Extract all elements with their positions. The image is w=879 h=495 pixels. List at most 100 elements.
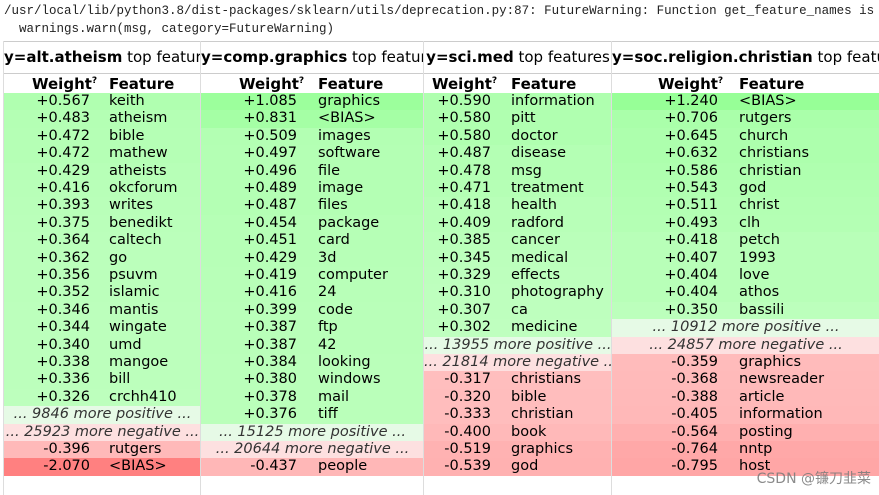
weight-row: +0.352 islamic: [4, 284, 201, 302]
feature-name: christ: [739, 197, 780, 214]
weight-row: -0.368 newsreader: [612, 371, 879, 389]
feature-name: atheism: [109, 110, 168, 127]
feature-name: ca: [511, 301, 528, 318]
feature-name: card: [318, 232, 350, 249]
weight-row: +0.509 images: [201, 127, 424, 146]
feature-name: file: [318, 162, 341, 179]
weight-row: -0.359 graphics: [612, 354, 879, 372]
feature-name: tiff: [318, 406, 338, 423]
feature-name: software: [318, 145, 381, 162]
weight-value: +0.831: [243, 110, 297, 127]
feature-name: atheists: [109, 162, 167, 179]
weight-row: -0.396 rutgers: [4, 441, 201, 459]
feature-name: crchh410: [109, 388, 177, 405]
weight-value: -0.400: [444, 423, 491, 440]
feature-name: psuvm: [109, 267, 158, 283]
weight-row: +0.384 looking: [201, 354, 424, 372]
weight-value: -0.359: [671, 354, 718, 370]
feature-name: clh: [739, 214, 761, 231]
feature-name: writes: [109, 197, 154, 214]
feature-header: Feature: [511, 75, 577, 93]
weight-row: +0.336 bill: [4, 371, 201, 389]
weight-row: +0.350 bassili: [612, 301, 879, 320]
more-features: ... 15125 more positive ...: [201, 423, 424, 441]
weight-value: -0.795: [671, 458, 718, 475]
feature-name: pitt: [511, 110, 536, 127]
feature-name: okcforum: [109, 180, 178, 196]
feature-name: mail: [318, 388, 350, 405]
weight-row: +0.418 petch: [612, 232, 879, 250]
feature-table: y=alt.atheism top featuresWeight?Feature…: [3, 41, 201, 495]
feature-name: nntp: [739, 441, 773, 457]
feature-name: image: [318, 180, 364, 196]
weight-value: +1.240: [664, 93, 718, 109]
weight-row: -0.564 posting: [612, 423, 879, 441]
weight-row: +0.393 writes: [4, 197, 201, 215]
weight-value: +0.418: [437, 197, 491, 214]
weight-value: +0.416: [36, 180, 90, 196]
weight-value: +0.580: [437, 110, 491, 127]
weight-row: +0.451 card: [201, 232, 424, 250]
feature-name: caltech: [109, 232, 162, 249]
weight-row: +0.375 benedikt: [4, 214, 201, 233]
feature-name: information: [511, 93, 595, 109]
feature-name: 24: [318, 284, 337, 301]
weight-row: +0.387 42: [201, 336, 424, 354]
feature-name: bible: [511, 388, 547, 405]
weight-row: -0.317 christians: [424, 371, 612, 389]
weight-row: +0.356 psuvm: [4, 267, 201, 285]
weight-value: +0.362: [36, 249, 90, 266]
feature-name: christian: [511, 406, 574, 423]
warning-line: /usr/local/lib/python3.8/dist-packages/s…: [4, 4, 879, 18]
weight-row: +0.416 okcforum: [4, 180, 201, 198]
weight-row: +0.302 medicine: [424, 319, 612, 337]
caption: top features: [127, 48, 201, 66]
feature-name: rutgers: [109, 441, 162, 457]
feature-name: church: [739, 127, 789, 144]
feature-name: bill: [109, 371, 131, 388]
weight-row: +0.409 radford: [424, 214, 612, 233]
more-features: ... 20644 more negative ...: [201, 441, 424, 459]
weight-value: +0.472: [36, 145, 90, 162]
table-title: y=sci.med top features: [424, 41, 612, 74]
weight-value: -0.396: [43, 441, 90, 457]
target: y=alt.atheism: [4, 48, 123, 66]
feature-name: <BIAS>: [109, 458, 167, 475]
weight-value: -0.405: [671, 406, 718, 423]
weight-value: +0.380: [243, 371, 297, 388]
weight-value: +0.429: [36, 162, 90, 179]
weight-row: -0.405 information: [612, 406, 879, 424]
feature-name: go: [109, 249, 128, 266]
more-features: ... 25923 more negative ...: [4, 423, 201, 441]
weight-row: +0.416 24: [201, 284, 424, 302]
weight-value: -0.388: [671, 388, 718, 405]
weight-value: -0.333: [444, 406, 491, 423]
feature-name: benedikt: [109, 214, 173, 231]
feature-name: posting: [739, 423, 793, 440]
weight-row: +0.310 photography: [424, 284, 612, 302]
weight-value: +0.478: [437, 162, 491, 179]
weight-row: +0.483 atheism: [4, 110, 201, 128]
feature-name: athos: [739, 284, 780, 301]
feature-name: windows: [318, 371, 381, 388]
feature-name: god: [511, 458, 539, 475]
weight-row: +0.831 <BIAS>: [201, 110, 424, 128]
weight-value: +0.385: [437, 232, 491, 249]
weight-value: +0.451: [243, 232, 297, 249]
weight-value: +0.340: [36, 336, 90, 353]
feature-table: y=comp.graphics top featuresWeight?Featu…: [200, 41, 424, 495]
feature-table: y=sci.med top features Weight? Feature +0.5…: [423, 41, 612, 495]
weight-value: +0.580: [437, 127, 491, 144]
caption: top features: [352, 48, 424, 66]
feature-header: Feature: [109, 75, 175, 93]
target: y=soc.religion.christian: [612, 48, 813, 66]
feature-name: rutgers: [739, 110, 792, 127]
feature-name: islamic: [109, 284, 160, 301]
weight-value: +0.364: [36, 232, 90, 249]
weight-row: +0.419 computer: [201, 267, 424, 285]
weight-row: +0.378 mail: [201, 388, 424, 407]
weight-header-text: Weight: [32, 75, 92, 93]
feature-name: health: [511, 197, 557, 214]
weight-header: Weight?: [658, 75, 723, 93]
weight-value: +0.483: [36, 110, 90, 127]
